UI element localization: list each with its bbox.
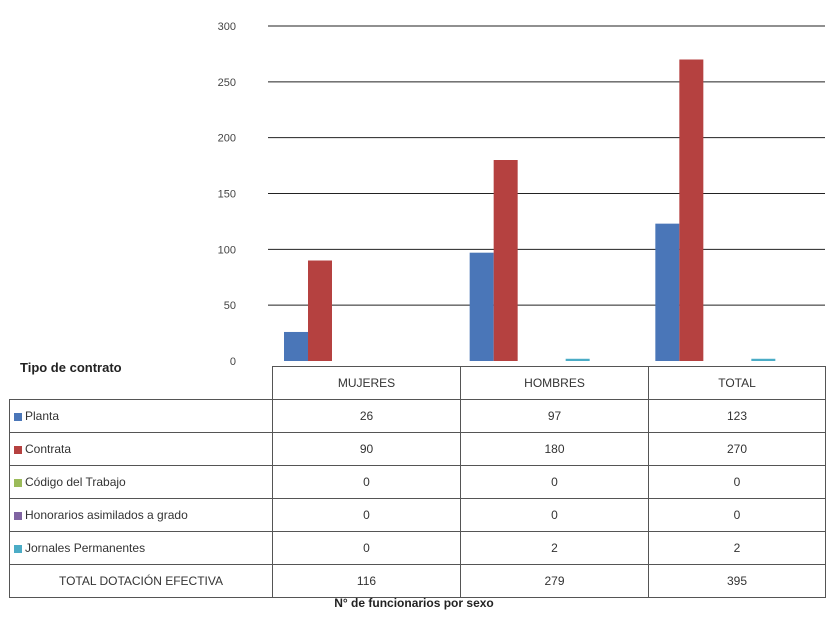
- bar-hombres-4: [565, 358, 590, 361]
- y-axis-ticks: 0 50 100 150 200 250 300: [218, 21, 236, 368]
- y-tick-label: 200: [218, 133, 236, 145]
- total-cell: 395: [648, 564, 826, 598]
- data-cell: 90: [272, 432, 461, 466]
- category-header: TOTAL: [648, 366, 826, 400]
- legend-swatch: [14, 511, 22, 520]
- y-tick-label: 0: [230, 356, 236, 368]
- totals-label: TOTAL DOTACIÓN EFECTIVA: [9, 564, 273, 598]
- table-row-totals: TOTAL DOTACIÓN EFECTIVA 116 279 395: [9, 564, 826, 598]
- table-row: Planta 26 97 123: [9, 399, 826, 433]
- bar-hombres-1: [493, 160, 518, 361]
- series-label: Código del Trabajo: [9, 465, 273, 499]
- y-tick-label: 50: [224, 300, 236, 312]
- y-tick-label: 300: [218, 21, 236, 33]
- legend-swatch: [14, 412, 22, 421]
- table-row: Honorarios asimilados a grado 0 0 0: [9, 498, 826, 532]
- series-label: Honorarios asimilados a grado: [9, 498, 273, 532]
- series-name: Jornales Permanentes: [25, 541, 146, 555]
- table-row: Código del Trabajo 0 0 0: [9, 465, 826, 499]
- bar-mujeres-0: [284, 331, 308, 361]
- series-label: Planta: [9, 399, 273, 433]
- bar-total-4: [751, 358, 776, 361]
- data-cell: 2: [648, 531, 826, 565]
- series-label: Contrata: [9, 432, 273, 466]
- table-row: Jornales Permanentes 0 2 2: [9, 531, 826, 565]
- bar-total-0: [655, 223, 680, 361]
- data-cell: 0: [460, 498, 649, 532]
- data-cell: 0: [272, 498, 461, 532]
- series-label: Jornales Permanentes: [9, 531, 273, 565]
- series-name: Código del Trabajo: [25, 475, 126, 489]
- y-tick-label: 100: [218, 244, 236, 256]
- data-cell: 0: [272, 465, 461, 499]
- data-cell: 26: [272, 399, 461, 433]
- total-cell: 116: [272, 564, 461, 598]
- data-cell: 0: [272, 531, 461, 565]
- legend-swatch: [14, 445, 22, 454]
- data-cell: 97: [460, 399, 649, 433]
- category-header: MUJERES: [272, 366, 461, 400]
- bars: [284, 59, 776, 361]
- y-tick-label: 150: [218, 189, 236, 201]
- gridlines: [268, 25, 825, 306]
- category-header: HOMBRES: [460, 366, 649, 400]
- total-cell: 279: [460, 564, 649, 598]
- table-corner: [9, 366, 273, 400]
- y-tick-label: 250: [218, 77, 236, 89]
- bar-hombres-0: [469, 252, 494, 361]
- data-cell: 0: [648, 498, 826, 532]
- data-cell: 2: [460, 531, 649, 565]
- data-table: MUJERES HOMBRES TOTAL Planta 26 97 123 Contr…: [9, 366, 826, 598]
- series-name: Contrata: [25, 442, 72, 456]
- series-name: Planta: [25, 409, 60, 423]
- data-cell: 0: [648, 465, 826, 499]
- series-name: Honorarios asimilados a grado: [25, 508, 188, 522]
- data-cell: 270: [648, 432, 826, 466]
- legend-swatch: [14, 544, 22, 553]
- table-row: Contrata 90 180 270: [9, 432, 826, 466]
- bar-mujeres-1: [308, 260, 332, 361]
- table-header-row: MUJERES HOMBRES TOTAL: [9, 366, 826, 400]
- data-cell: 0: [460, 465, 649, 499]
- x-axis-title: N° de funcionarios por sexo: [334, 596, 494, 610]
- data-cell: 123: [648, 399, 826, 433]
- legend-swatch: [14, 478, 22, 487]
- data-cell: 180: [460, 432, 649, 466]
- bar-total-1: [679, 59, 704, 361]
